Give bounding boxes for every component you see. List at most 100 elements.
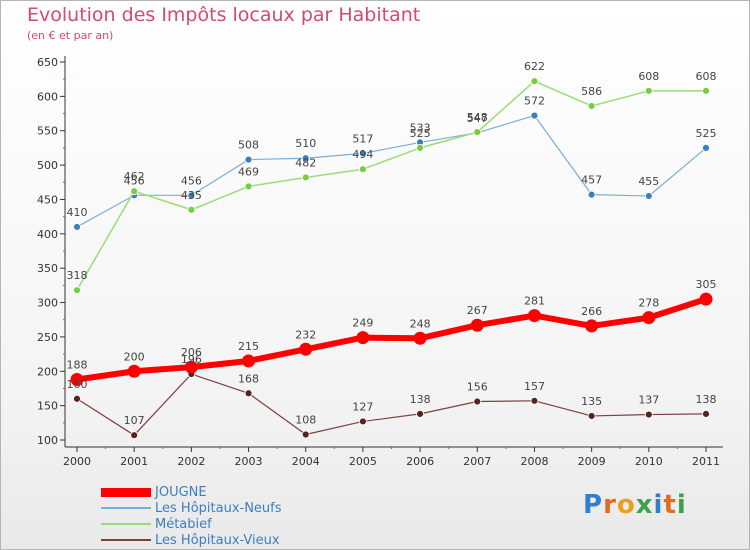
data-label: 508	[238, 139, 259, 152]
series-les-hopitaux-neufs	[73, 111, 710, 231]
legend: JOUGNE Les Hôpitaux-Neufs Métabief Les Hôpi…	[101, 484, 282, 548]
y-tick-label: 600	[37, 90, 58, 103]
data-label: 188	[67, 359, 88, 372]
data-label: 494	[352, 148, 373, 161]
series-line	[76, 80, 706, 291]
data-label: 127	[352, 400, 373, 413]
logo-letter: t	[663, 490, 677, 520]
x-tick-label: 2006	[406, 455, 434, 468]
data-point	[585, 319, 599, 333]
data-point	[530, 77, 539, 86]
data-point	[702, 144, 710, 152]
chart-subtitle: (en € et par an)	[27, 29, 114, 42]
legend-label: JOUGNE	[155, 484, 207, 500]
data-label: 608	[638, 70, 659, 83]
legend-item: Métabief	[101, 516, 282, 532]
legend-swatch	[101, 487, 151, 497]
logo-letter: r	[603, 490, 617, 520]
legend-item: JOUGNE	[101, 484, 282, 500]
data-point	[702, 409, 710, 418]
series-layer	[70, 77, 713, 440]
data-point	[130, 187, 139, 196]
data-point	[587, 190, 596, 199]
x-tick-label: 2003	[235, 455, 263, 468]
data-point	[244, 389, 253, 398]
chart-title: Evolution des Impôts locaux par Habitant	[27, 4, 421, 26]
data-point	[73, 223, 81, 231]
x-tick-label: 2009	[578, 455, 606, 468]
data-point	[473, 397, 482, 406]
data-label: 248	[410, 317, 431, 330]
data-point	[470, 318, 484, 332]
data-label: 622	[524, 60, 545, 73]
data-label: 435	[181, 189, 202, 202]
y-tick-label: 650	[37, 56, 58, 69]
x-tick-label: 2004	[292, 455, 320, 468]
x-tick-label: 2007	[463, 455, 491, 468]
logo-letter: i	[653, 490, 664, 520]
y-tick-label: 300	[37, 297, 58, 310]
data-label: 200	[124, 350, 145, 363]
series-les-hopitaux-vieux	[73, 370, 710, 440]
data-label: 249	[352, 317, 373, 330]
data-point	[413, 331, 427, 345]
data-point	[587, 102, 596, 110]
data-point	[73, 394, 81, 403]
data-point	[244, 182, 253, 191]
data-label: 533	[410, 121, 431, 134]
data-label: 572	[524, 95, 545, 108]
data-label: 135	[581, 395, 602, 408]
data-label: 525	[696, 127, 717, 140]
legend-swatch	[101, 507, 151, 509]
data-point	[127, 364, 141, 378]
x-tick-label: 2008	[520, 455, 548, 468]
data-point	[530, 396, 539, 405]
logo-letter: P	[583, 490, 604, 520]
data-label: 457	[581, 174, 602, 187]
data-point	[301, 154, 310, 163]
x-tick-label: 2000	[63, 455, 91, 468]
logo-letter: x	[635, 490, 654, 520]
legend-label: Les Hôpitaux-Vieux	[155, 532, 280, 548]
data-label: 107	[124, 414, 145, 427]
y-tick-label: 550	[37, 125, 58, 138]
data-label: 482	[295, 156, 316, 169]
y-tick-label: 450	[37, 193, 58, 206]
chart-axes: 100 150 200 250 300 350 400 450 500 550 600 650 2000…	[37, 56, 723, 468]
data-label: 138	[696, 393, 717, 406]
data-point	[702, 86, 710, 95]
data-point	[187, 191, 196, 200]
proxiti-logo: Proxiti	[583, 490, 687, 520]
y-tick-label: 100	[37, 434, 58, 447]
data-point	[301, 430, 310, 439]
data-point	[642, 311, 656, 325]
data-label: 455	[638, 175, 659, 188]
x-tick-label: 2002	[177, 455, 205, 468]
series-line	[76, 296, 707, 383]
series-jougne	[70, 292, 713, 387]
y-tick-label: 150	[37, 400, 58, 413]
data-label: 608	[696, 70, 717, 83]
y-tick-label: 500	[37, 159, 58, 172]
data-label-layer: 160 107 196 168 108 127 138 156 157 135 137 138 410 4…	[67, 60, 717, 427]
logo-letter: o	[616, 490, 636, 520]
data-point	[70, 373, 84, 387]
data-point	[644, 192, 653, 200]
data-point	[587, 412, 596, 420]
data-label: 168	[238, 372, 259, 385]
data-point	[242, 354, 256, 368]
data-point	[299, 342, 313, 356]
data-point	[244, 155, 253, 164]
x-tick-label: 2001	[120, 455, 148, 468]
series-line	[76, 115, 707, 228]
data-point	[184, 360, 198, 374]
data-label: 469	[238, 165, 259, 178]
data-label: 156	[467, 381, 488, 394]
data-label: 108	[295, 414, 316, 427]
data-label: 196	[181, 353, 202, 366]
y-tick-label: 350	[37, 262, 58, 275]
y-tick-label: 200	[37, 365, 58, 378]
legend-label: Les Hôpitaux-Neufs	[155, 500, 282, 516]
